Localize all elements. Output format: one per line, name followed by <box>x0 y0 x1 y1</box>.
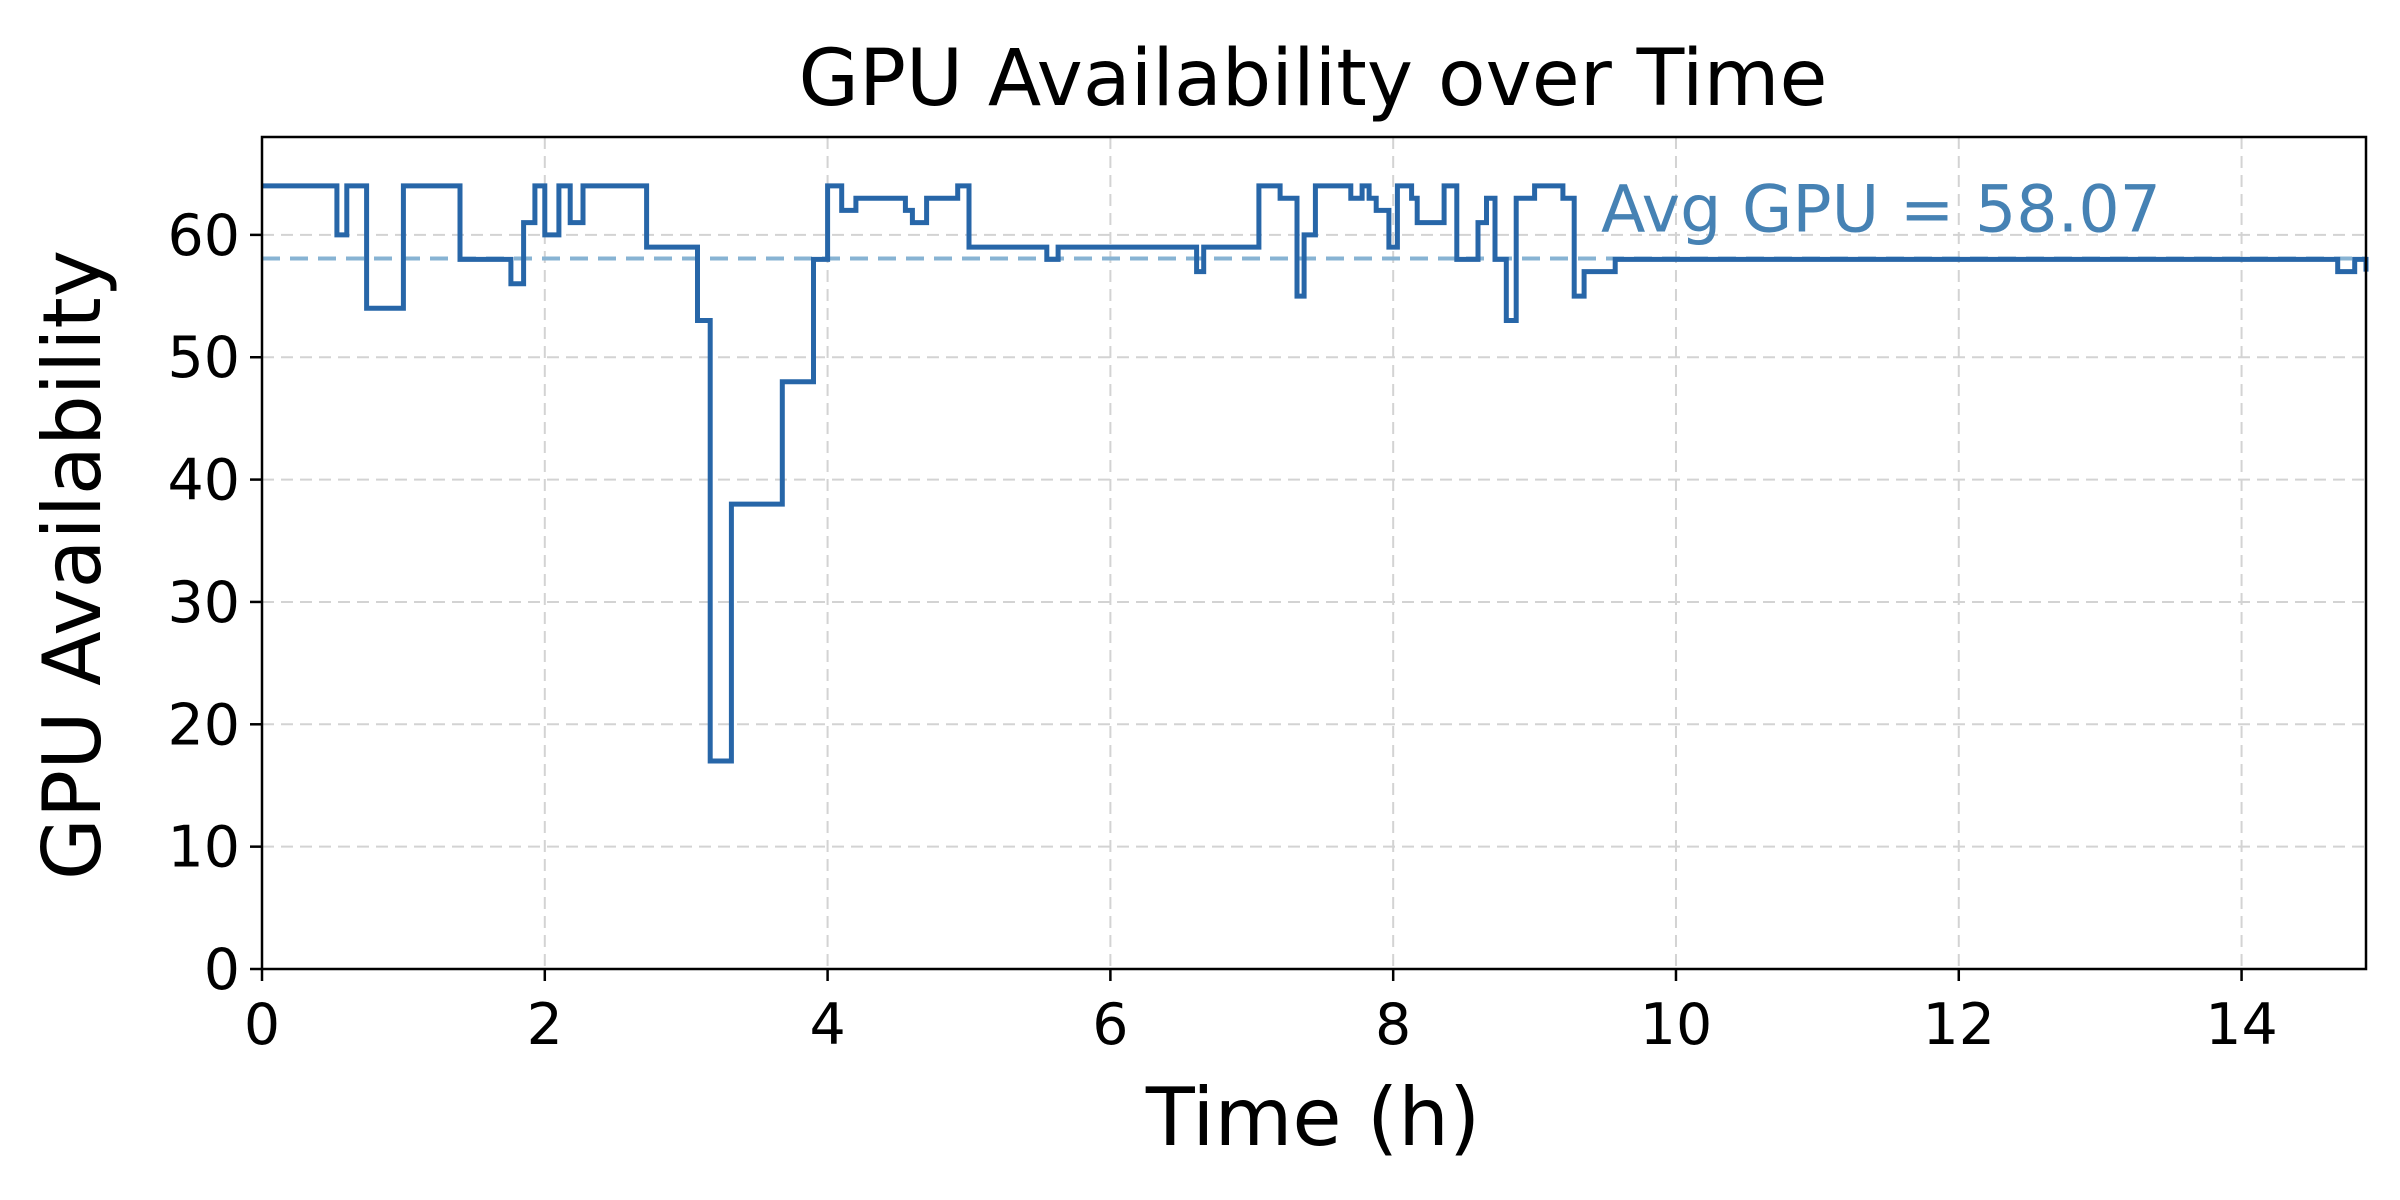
x-axis-ticks: 0 2 4 6 8 10 12 14 <box>244 969 2278 1058</box>
x-tick-label: 10 <box>1640 992 1713 1058</box>
average-annotation: Avg GPU = 58.07 <box>1601 172 2161 247</box>
y-axis-title: GPU Availability <box>26 250 119 880</box>
plot-frame <box>260 135 2368 971</box>
gpu-availability-series-line <box>262 183 2369 764</box>
y-tick-label: 40 <box>167 448 240 514</box>
x-tick-label: 0 <box>244 992 280 1058</box>
y-tick-label: 10 <box>167 815 240 881</box>
x-tick-label: 8 <box>1375 992 1411 1058</box>
x-tick-label: 12 <box>1923 992 1996 1058</box>
x-tick-label: 2 <box>527 992 563 1058</box>
y-tick-label: 0 <box>204 937 240 1003</box>
x-axis-title: Time (h) <box>1145 1071 1480 1164</box>
x-tick-label: 4 <box>809 992 845 1058</box>
y-tick-label: 30 <box>167 570 240 636</box>
y-tick-label: 60 <box>167 203 240 269</box>
y-axis-ticks: 0 10 20 30 40 50 60 <box>167 203 262 1003</box>
x-tick-label: 6 <box>1092 992 1128 1058</box>
y-tick-label: 50 <box>167 325 240 391</box>
x-tick-label: 14 <box>2205 992 2278 1058</box>
y-tick-label: 20 <box>167 692 240 758</box>
chart-title: GPU Availability over Time <box>799 34 1828 124</box>
